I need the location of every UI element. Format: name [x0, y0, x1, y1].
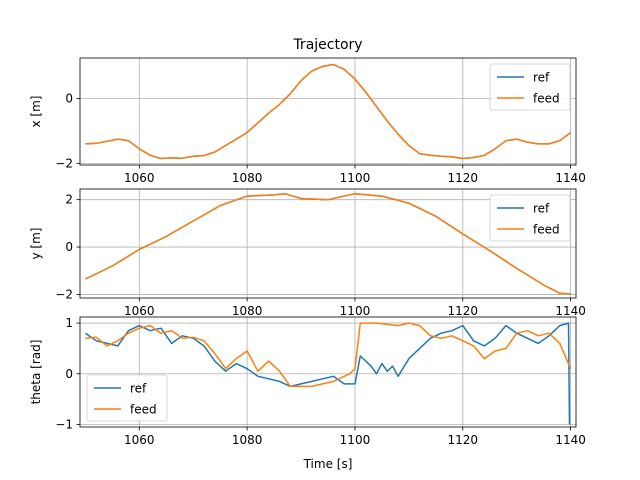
legend-label-feed: feed	[130, 403, 157, 417]
legend: ref feed	[86, 374, 168, 422]
y-tick-label: 0	[65, 92, 73, 106]
x-tick-label: 1140	[555, 304, 586, 318]
x-tick-label: 1140	[555, 171, 586, 185]
y-tick-label: −2	[55, 156, 73, 170]
legend-label-feed: feed	[533, 223, 560, 237]
x-tick-label: 1120	[448, 304, 479, 318]
legend: ref feed	[489, 63, 571, 111]
panel-theta: 1060 1080 1100 1120 1140 −1 0 1 theta [rad] ref fe…	[29, 316, 586, 447]
x-tick-label: 1060	[124, 433, 155, 447]
y-axis-label: y [m]	[29, 228, 43, 260]
x-tick-label: 1100	[340, 171, 371, 185]
x-tick-label: 1080	[232, 304, 263, 318]
y-tick-label: 0	[65, 367, 73, 381]
y-tick-label: 2	[65, 193, 73, 207]
panel-x: 1060 1080 1100 1120 1140 −2 0 x [m] ref feed	[29, 57, 586, 185]
x-tick-label: 1080	[232, 433, 263, 447]
x-tick-label: 1100	[340, 433, 371, 447]
x-tick-label: 1140	[555, 433, 586, 447]
axes-frame	[79, 57, 577, 166]
legend-label-ref: ref	[130, 382, 147, 396]
legend-label-ref: ref	[533, 202, 550, 216]
x-tick-label: 1080	[232, 171, 263, 185]
y-tick-label: 1	[65, 316, 73, 330]
series-line-feed	[85, 192, 571, 295]
legend-label-feed: feed	[533, 92, 560, 106]
axes-frame	[79, 316, 577, 428]
y-axis-label: theta [rad]	[29, 340, 43, 405]
y-tick-label: −1	[55, 417, 73, 431]
x-tick-label: 1120	[448, 433, 479, 447]
panel-y: 1060 1080 1100 1120 1140 −2 0 2 y [m] ref feed	[29, 188, 586, 318]
y-tick-label: 0	[65, 240, 73, 254]
series-line-feed	[85, 322, 572, 388]
series-line-feed	[85, 63, 572, 160]
x-tick-label: 1060	[124, 304, 155, 318]
x-tick-label: 1060	[124, 171, 155, 185]
legend: ref feed	[489, 194, 571, 242]
axes-frame	[79, 188, 577, 299]
x-tick-label: 1120	[448, 171, 479, 185]
figure-title: Trajectory	[292, 37, 362, 53]
series-line-ref	[84, 322, 571, 425]
legend-label-ref: ref	[533, 71, 550, 85]
x-tick-label: 1100	[340, 304, 371, 318]
x-axis-label: Time [s]	[303, 457, 353, 471]
y-axis-label: x [m]	[29, 96, 43, 128]
y-tick-label: −2	[55, 287, 73, 301]
